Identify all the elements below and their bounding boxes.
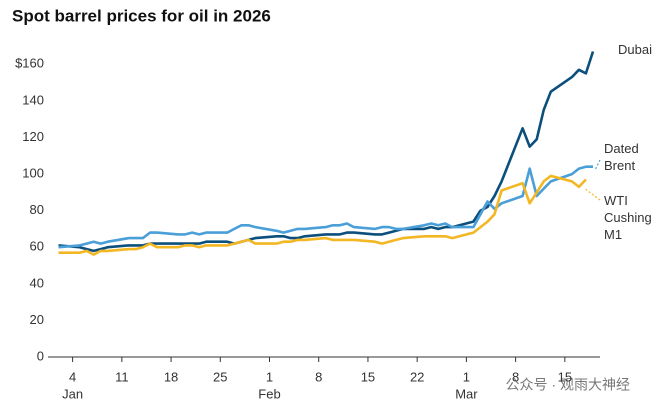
label-leader	[594, 159, 601, 171]
x-tick-label: 15	[361, 369, 375, 384]
x-tick-label: 22	[410, 369, 424, 384]
x-tick-label: 18	[164, 369, 178, 384]
y-tick-label: 0	[37, 348, 44, 363]
y-tick-label: 100	[22, 165, 44, 180]
y-tick-label: 120	[22, 129, 44, 144]
watermark: 公众号 · 观雨大神经	[506, 377, 630, 393]
month-label: Jan	[62, 386, 83, 401]
y-tick-label: 140	[22, 92, 44, 107]
x-tick-label: 1	[463, 369, 470, 384]
x-tick-label: 8	[512, 369, 519, 384]
series-line	[58, 51, 595, 253]
x-tick-label: 4	[69, 369, 76, 384]
series-label: WTI Cushing M1	[604, 193, 652, 242]
y-tick-label: $160	[15, 56, 44, 71]
series-line	[58, 165, 593, 249]
y-tick-label: 60	[30, 239, 44, 254]
x-tick-label: 25	[213, 369, 227, 384]
y-tick-label: 80	[30, 202, 44, 217]
month-label: Mar	[455, 386, 478, 401]
y-tick-label: 20	[30, 312, 44, 327]
month-label: Feb	[258, 386, 280, 401]
x-tick-label: 8	[315, 369, 322, 384]
x-tick-label: 11	[115, 369, 129, 384]
series-line	[58, 174, 587, 256]
series-label: Dated Brent	[604, 141, 639, 173]
y-tick-label: 40	[30, 275, 44, 290]
series-label: Dubai	[618, 42, 652, 57]
x-tick-label: 1	[266, 369, 273, 384]
label-leader	[583, 187, 601, 201]
chart-title: Spot barrel prices for oil in 2026	[12, 6, 271, 25]
x-tick-label: 15	[558, 369, 572, 384]
